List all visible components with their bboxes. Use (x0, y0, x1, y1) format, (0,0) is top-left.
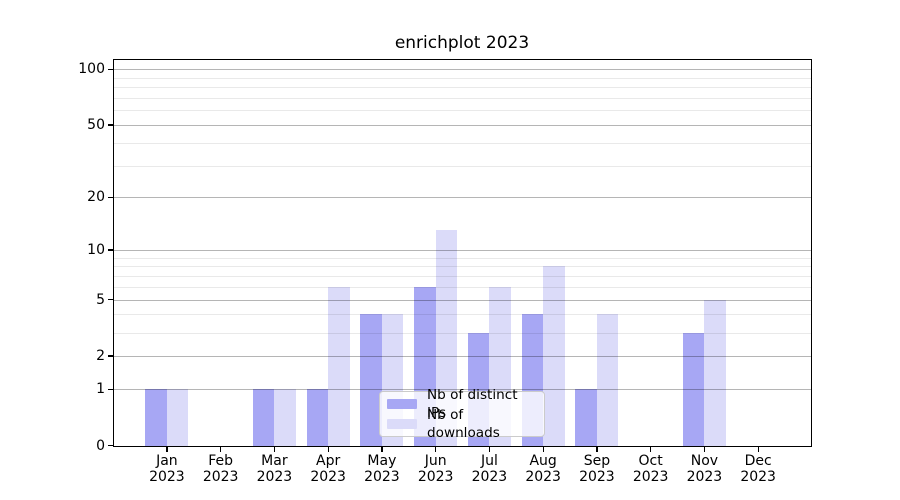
x-tick-mark-11 (703, 446, 706, 452)
y-tick-mark-50 (108, 124, 114, 126)
x-tick-mark-4 (327, 446, 329, 452)
y-gridline-minor-70 (114, 98, 811, 100)
x-tick-label-4: Apr 2023 (310, 452, 346, 486)
bar-downloads-jan-2023 (166, 389, 189, 446)
legend-label-distinct-ips: Nb of distinct IPs (427, 386, 518, 421)
y-gridline-minor-6 (114, 286, 811, 288)
y-tick-label-20: 20 (87, 189, 105, 206)
y-gridline-minor-90 (114, 77, 811, 79)
x-tick-mark-9 (596, 446, 598, 452)
legend-swatch-downloads (387, 418, 417, 429)
bar-distinct-ips-mar-2023 (252, 389, 275, 446)
x-tick-label-7: Jul 2023 (471, 452, 508, 486)
bar-downloads-apr-2023 (328, 286, 350, 446)
y-tick-label-0: 0 (96, 437, 105, 454)
x-tick-label-9: Sep 2023 (579, 452, 615, 486)
y-tick-label-2: 2 (96, 348, 105, 365)
y-gridline-major-1 (114, 389, 811, 391)
x-tick-label-1: Jan 2023 (149, 452, 185, 486)
y-gridline-minor-8 (114, 266, 811, 268)
x-tick-mark-8 (542, 446, 544, 452)
bar-downloads-nov-2023 (704, 299, 726, 446)
y-tick-label-10: 10 (87, 242, 105, 259)
x-tick-mark-10 (650, 446, 652, 452)
y-tick-mark-20 (108, 196, 114, 199)
bar-distinct-ips-sep-2023 (575, 389, 597, 446)
x-tick-mark-6 (435, 446, 437, 452)
y-tick-label-1: 1 (96, 381, 105, 398)
y-tick-mark-100 (108, 68, 114, 70)
y-tick-label-5: 5 (96, 291, 105, 308)
x-tick-mark-7 (488, 446, 491, 452)
x-tick-label-6: Jun 2023 (417, 452, 454, 486)
x-tick-label-10: Oct 2023 (632, 452, 669, 486)
x-tick-mark-3 (273, 446, 276, 452)
y-tick-label-50: 50 (87, 117, 105, 134)
chart-title: enrichplot 2023 (394, 33, 530, 53)
y-gridline-minor-7 (114, 276, 811, 278)
x-tick-mark-5 (381, 446, 383, 452)
x-tick-mark-1 (166, 446, 168, 452)
bar-downloads-mar-2023 (274, 389, 296, 446)
y-gridline-minor-9 (114, 257, 811, 259)
legend-item-downloads: Nb of downloads (387, 407, 537, 441)
bar-distinct-ips-nov-2023 (682, 332, 705, 446)
x-tick-label-11: Nov 2023 (686, 452, 723, 486)
y-tick-mark-5 (108, 298, 114, 301)
legend: Nb of distinct IPs Nb of downloads (379, 387, 545, 441)
bar-distinct-ips-jan-2023 (145, 389, 167, 446)
legend-item-distinct-ips: Nb of distinct IPs (387, 387, 537, 421)
x-tick-label-5: May 2023 (364, 452, 400, 486)
y-gridline-minor-80 (114, 87, 811, 89)
bar-downloads-sep-2023 (596, 314, 619, 446)
y-tick-label-100: 100 (78, 61, 105, 78)
y-gridline-minor-30 (114, 165, 811, 167)
x-tick-label-2: Feb 2023 (202, 452, 239, 486)
y-tick-mark-1 (108, 388, 114, 390)
y-tick-mark-0 (108, 445, 114, 447)
y-gridline-minor-3 (114, 332, 811, 334)
y-gridline-major-50 (114, 125, 811, 127)
bar-distinct-ips-may-2023 (360, 314, 382, 446)
y-tick-mark-10 (108, 249, 114, 251)
bar-distinct-ips-apr-2023 (306, 389, 329, 446)
legend-swatch-distinct-ips (387, 398, 417, 409)
x-tick-mark-12 (757, 446, 759, 452)
legend-label-downloads: Nb of downloads (427, 406, 500, 441)
bar-downloads-aug-2023 (543, 266, 565, 446)
y-tick-mark-2 (108, 355, 114, 357)
y-gridline-major-2 (114, 356, 811, 358)
y-gridline-major-10 (114, 250, 811, 252)
y-gridline-major-100 (114, 69, 811, 71)
x-tick-mark-2 (220, 446, 222, 452)
x-tick-label-12: Dec 2023 (740, 452, 776, 486)
y-gridline-major-20 (114, 197, 811, 199)
y-gridline-minor-4 (114, 314, 811, 316)
x-tick-label-3: Mar 2023 (256, 452, 293, 486)
y-gridline-minor-40 (114, 142, 811, 144)
y-gridline-major-5 (114, 299, 811, 301)
y-gridline-minor-60 (114, 110, 811, 112)
x-tick-label-8: Aug 2023 (525, 452, 561, 486)
